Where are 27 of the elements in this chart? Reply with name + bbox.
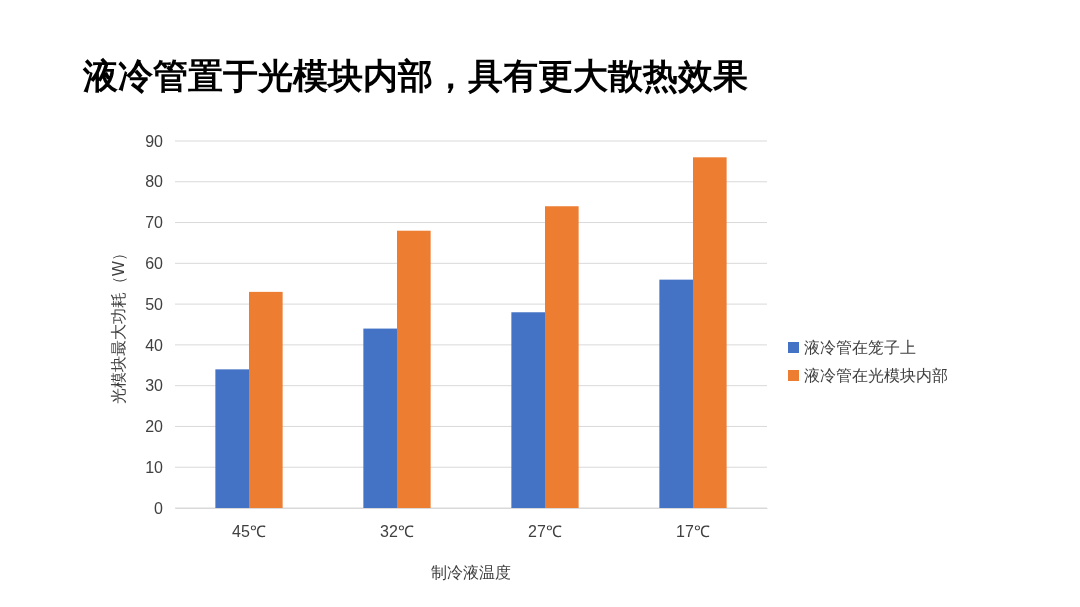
- y-tick-label: 70: [145, 214, 164, 232]
- y-tick-label: 30: [145, 377, 164, 395]
- chart-title: 液冷管置于光模块内部，具有更大散热效果: [82, 56, 748, 96]
- y-tick-label: 90: [145, 132, 164, 150]
- y-tick-label: 60: [145, 254, 164, 272]
- x-tick-label: 27℃: [528, 523, 562, 541]
- y-axis-title: 光模块最大功耗（W）: [109, 244, 128, 405]
- bar: [249, 291, 283, 508]
- x-tick-label: 45℃: [232, 523, 266, 541]
- bar: [511, 312, 545, 508]
- y-tick-label: 40: [145, 336, 164, 354]
- bar: [659, 279, 693, 508]
- bar: [397, 230, 431, 508]
- y-tick-label: 20: [145, 418, 164, 436]
- x-axis-title: 制冷液温度: [431, 563, 511, 582]
- bar: [545, 206, 579, 508]
- y-tick-label: 80: [145, 173, 164, 191]
- y-tick-label: 50: [145, 295, 164, 313]
- x-tick-label: 32℃: [380, 523, 414, 541]
- y-tick-label: 0: [154, 499, 164, 517]
- y-tick-label: 10: [145, 458, 164, 476]
- bar: [693, 157, 727, 508]
- legend-label: 液冷管在笼子上: [804, 338, 916, 357]
- legend-label: 液冷管在光模块内部: [804, 366, 948, 385]
- x-tick-label: 17℃: [676, 523, 710, 541]
- bar: [215, 369, 249, 508]
- bar: [363, 328, 397, 508]
